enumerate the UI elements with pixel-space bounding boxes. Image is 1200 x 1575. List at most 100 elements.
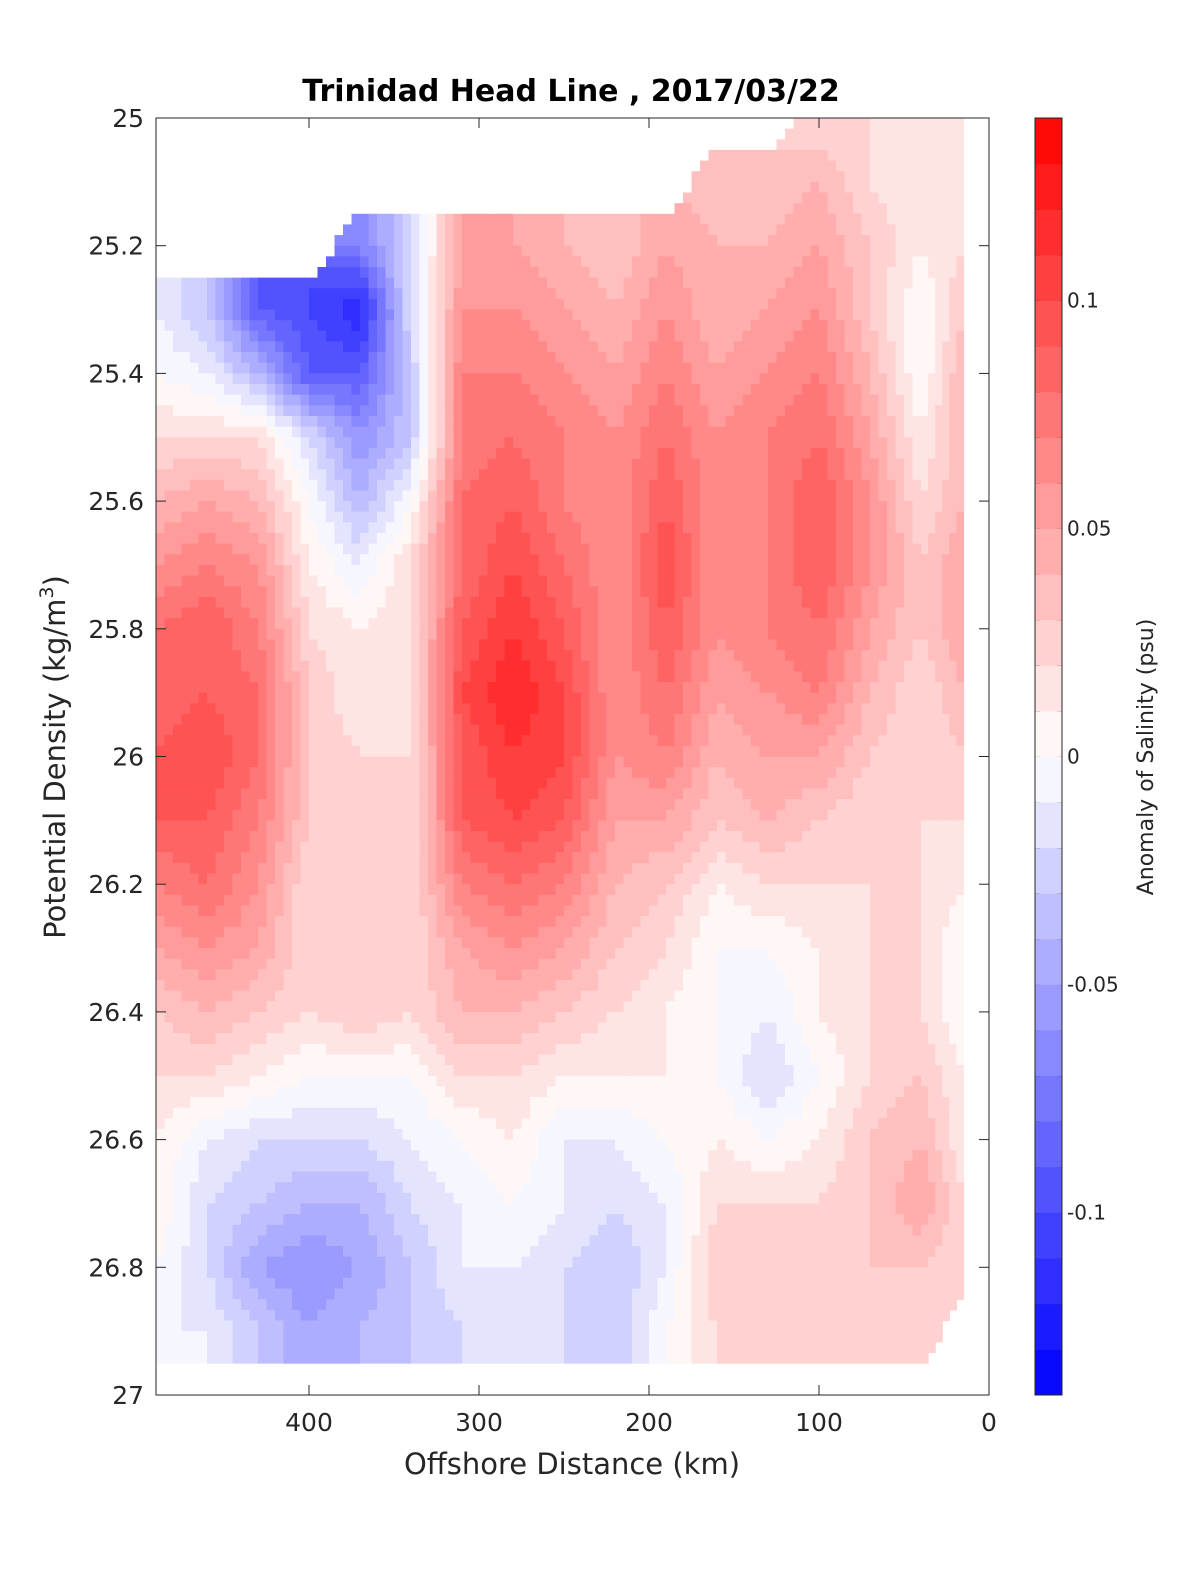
heatmap-cell — [360, 330, 370, 343]
heatmap-cell — [258, 533, 268, 545]
heatmap-cell — [173, 724, 183, 736]
heatmap-cell — [768, 224, 778, 236]
heatmap-cell — [513, 522, 523, 534]
heatmap-cell — [683, 575, 693, 587]
heatmap-cell — [572, 607, 582, 619]
heatmap-cell — [606, 564, 616, 577]
heatmap-cell — [283, 735, 293, 747]
heatmap-cell — [470, 554, 480, 566]
heatmap-cell — [935, 298, 943, 311]
heatmap-cell — [785, 713, 795, 726]
heatmap-cell — [436, 628, 446, 641]
heatmap-cell — [470, 405, 480, 417]
heatmap-cell — [751, 554, 761, 566]
heatmap-cell — [173, 298, 183, 311]
heatmap-cell — [895, 682, 905, 694]
heatmap-cell — [606, 682, 616, 694]
heatmap-cell — [309, 309, 319, 321]
heatmap-cell — [572, 277, 582, 289]
heatmap-cell — [904, 660, 914, 672]
heatmap-cell — [683, 522, 693, 534]
heatmap-cell — [853, 384, 863, 396]
heatmap-cell — [538, 288, 548, 300]
heatmap-cell — [844, 724, 854, 736]
heatmap-cell — [942, 501, 950, 513]
heatmap-cell — [657, 384, 667, 396]
heatmap-cell — [887, 245, 897, 257]
heatmap-cell — [742, 596, 752, 609]
heatmap-cell — [700, 596, 710, 609]
heatmap-cell — [623, 245, 633, 257]
heatmap-cell — [377, 415, 387, 428]
heatmap-cell — [640, 362, 650, 374]
heatmap-cell — [470, 266, 480, 279]
heatmap-cell — [802, 245, 812, 257]
heatmap-cell — [258, 522, 268, 534]
heatmap-cell — [547, 405, 557, 417]
heatmap-cell — [453, 362, 463, 374]
heatmap-cell — [462, 330, 472, 343]
heatmap-cell — [402, 575, 412, 587]
heatmap-cell — [615, 618, 625, 630]
heatmap-cell — [224, 490, 234, 502]
heatmap-cell — [921, 171, 929, 183]
heatmap-cell — [496, 554, 506, 566]
heatmap-cell — [547, 650, 557, 662]
heatmap-cell — [453, 703, 463, 715]
heatmap-cell — [266, 394, 276, 406]
heatmap-cell — [572, 309, 582, 321]
heatmap-cell — [504, 511, 514, 523]
heatmap-cell — [351, 586, 361, 598]
heatmap-cell — [870, 713, 880, 726]
heatmap-cell — [956, 224, 965, 236]
heatmap-cell — [844, 628, 854, 641]
heatmap-cell — [802, 139, 812, 151]
heatmap-cell — [292, 469, 302, 481]
heatmap-cell — [419, 703, 429, 715]
heatmap-cell — [759, 309, 769, 321]
heatmap-cell — [632, 394, 642, 406]
heatmap-cell — [402, 490, 412, 502]
heatmap-cell — [606, 298, 616, 311]
heatmap-cell — [385, 298, 395, 311]
heatmap-cell — [292, 703, 302, 715]
heatmap-cell — [861, 235, 871, 247]
heatmap-cell — [640, 469, 650, 481]
heatmap-cell — [870, 362, 880, 374]
heatmap-cell — [173, 703, 183, 715]
heatmap-cell — [445, 575, 455, 587]
heatmap-cell — [657, 298, 667, 311]
heatmap-cell — [555, 607, 565, 619]
heatmap-cell — [615, 586, 625, 598]
heatmap-cell — [768, 618, 778, 630]
heatmap-cell — [181, 373, 191, 385]
heatmap-cell — [751, 384, 761, 396]
heatmap-cell — [394, 384, 404, 396]
heatmap-cell — [878, 671, 888, 683]
heatmap-cell — [649, 224, 659, 236]
heatmap-cell — [674, 564, 684, 577]
heatmap-cell — [708, 203, 718, 215]
heatmap-cell — [870, 266, 880, 279]
heatmap-cell — [487, 298, 497, 311]
heatmap-cell — [904, 171, 914, 183]
heatmap-cell — [224, 586, 234, 598]
heatmap-cell — [394, 469, 404, 481]
heatmap-cell — [802, 437, 812, 449]
heatmap-cell — [164, 682, 174, 694]
heatmap-cell — [462, 352, 472, 364]
heatmap-cell — [717, 469, 727, 481]
heatmap-cell — [453, 511, 463, 523]
heatmap-cell — [173, 564, 183, 577]
heatmap-cell — [564, 628, 574, 641]
heatmap-cell — [674, 288, 684, 300]
heatmap-cell — [827, 713, 837, 726]
heatmap-cell — [521, 671, 531, 683]
heatmap-cell — [666, 309, 676, 321]
heatmap-cell — [640, 735, 650, 747]
heatmap-cell — [802, 149, 812, 162]
heatmap-cell — [377, 447, 387, 460]
heatmap-cell — [861, 596, 871, 609]
heatmap-cell — [768, 650, 778, 662]
heatmap-cell — [691, 405, 701, 417]
